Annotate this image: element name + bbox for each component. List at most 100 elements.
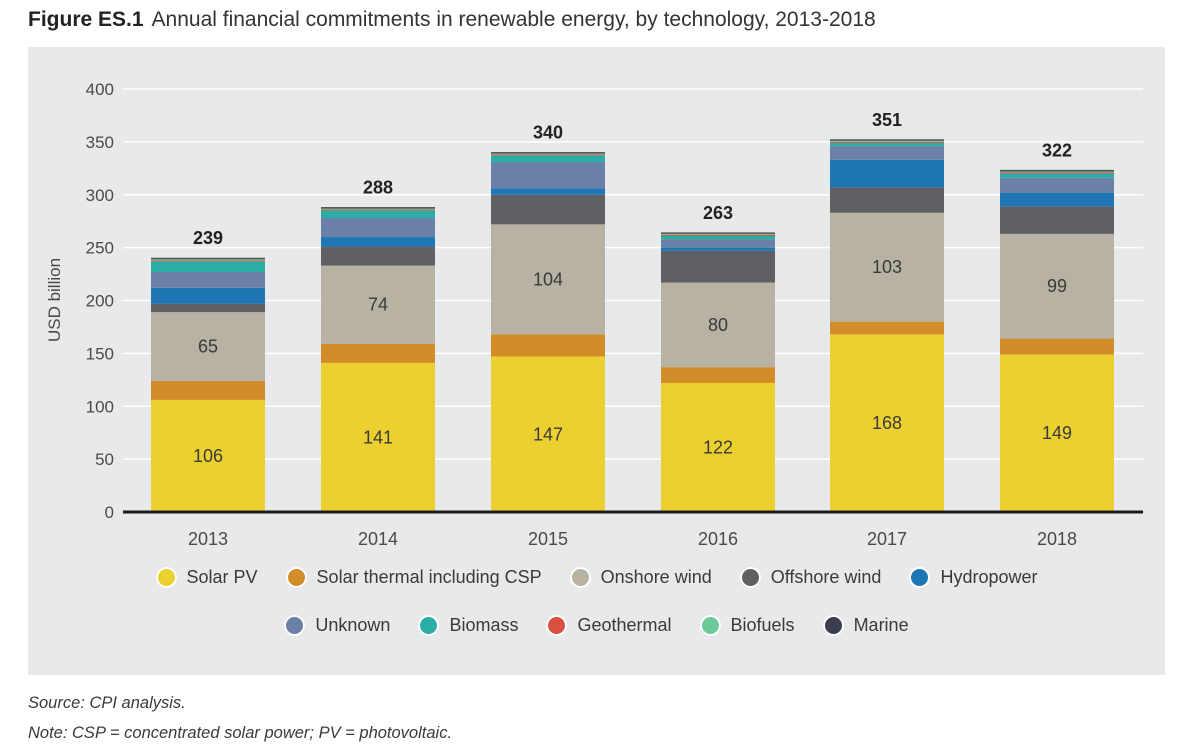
x-tick-label: 2013 bbox=[188, 529, 228, 547]
legend-label: Geothermal bbox=[577, 615, 672, 635]
legend-label: Hydropower bbox=[940, 567, 1038, 587]
x-tick-label: 2017 bbox=[867, 529, 907, 547]
bar-segment-geothermal bbox=[661, 234, 775, 236]
bar-segment-solar-pv bbox=[830, 334, 944, 512]
bar-segment-marine bbox=[151, 258, 265, 260]
data-label: 147 bbox=[533, 424, 563, 444]
figure-title: Figure ES.1 Annual financial commitments … bbox=[28, 8, 876, 32]
bar-segment-biomass bbox=[491, 155, 605, 162]
legend-item: Biofuels bbox=[699, 615, 795, 636]
y-tick-label: 400 bbox=[86, 80, 114, 99]
data-label: 74 bbox=[368, 295, 388, 315]
legend-swatch bbox=[284, 615, 306, 636]
abbreviation-note: Note: CSP = concentrated solar power; PV… bbox=[28, 724, 453, 742]
total-label: 263 bbox=[703, 203, 733, 223]
bar-segment-geothermal bbox=[1000, 172, 1114, 174]
data-label: 80 bbox=[708, 315, 728, 335]
figure-title-text: Annual financial commitments in renewabl… bbox=[151, 8, 876, 31]
bar-segment-biomass bbox=[661, 235, 775, 240]
bar-segment-unknown bbox=[1000, 177, 1114, 193]
legend-item: Hydropower bbox=[909, 567, 1038, 588]
bar-segment-geothermal bbox=[321, 209, 435, 211]
bar-segment-biofuels bbox=[151, 259, 265, 261]
legend-item: Biomass bbox=[418, 615, 518, 636]
stacked-bar-chart: 0 50 100 150 200 250 300 350 400 USD billion 106 65… bbox=[45, 80, 1143, 547]
legend-label: Marine bbox=[853, 615, 909, 635]
bar-segment-hydropower bbox=[151, 287, 265, 304]
bar-segment-offshore-wind bbox=[661, 250, 775, 283]
bar-segment-solar-pv bbox=[491, 356, 605, 512]
total-label: 239 bbox=[193, 228, 223, 248]
legend-item: Offshore wind bbox=[739, 567, 881, 588]
legend-label: Biomass bbox=[449, 615, 519, 635]
legend-item: Solar thermal including CSP bbox=[285, 567, 542, 588]
bar-segment-biomass bbox=[830, 142, 944, 147]
bar-segment-biofuels bbox=[491, 153, 605, 155]
bar-segment-solar-thermal-including-csp bbox=[830, 321, 944, 335]
bar-segment-solar-thermal-including-csp bbox=[661, 367, 775, 383]
bar-segment-biofuels bbox=[830, 140, 944, 142]
y-tick-label: 350 bbox=[86, 133, 114, 152]
x-tick-label: 2016 bbox=[698, 529, 738, 547]
legend-item: Geothermal bbox=[546, 615, 672, 636]
bar-segment-solar-thermal-including-csp bbox=[321, 343, 435, 363]
bar-segment-marine bbox=[661, 232, 775, 234]
legend-item: Unknown bbox=[284, 615, 390, 636]
bar-segment-unknown bbox=[151, 271, 265, 288]
bar-segment-hydropower bbox=[1000, 192, 1114, 207]
data-label: 99 bbox=[1047, 276, 1067, 296]
x-tick-label: 2018 bbox=[1037, 529, 1077, 547]
bar-segment-onshore-wind bbox=[321, 265, 435, 344]
legend-swatch bbox=[909, 567, 931, 588]
bar-segment-geothermal bbox=[830, 141, 944, 143]
bar-segment-solar-thermal-including-csp bbox=[491, 334, 605, 357]
legend-item: Onshore wind bbox=[569, 567, 712, 588]
source-note: Source: CPI analysis. bbox=[28, 694, 186, 712]
y-tick-label: 50 bbox=[95, 450, 114, 469]
bar-segment-biomass bbox=[151, 261, 265, 272]
legend-item: Marine bbox=[822, 615, 909, 636]
y-axis-label: USD billion bbox=[45, 258, 64, 342]
bar-segment-hydropower bbox=[491, 188, 605, 195]
bar-segment-unknown bbox=[491, 161, 605, 189]
legend-label: Biofuels bbox=[730, 615, 795, 635]
bar-segment-unknown bbox=[661, 239, 775, 248]
bar-segment-onshore-wind bbox=[830, 212, 944, 322]
bar-segment-offshore-wind bbox=[151, 303, 265, 313]
bar-segment-biofuels bbox=[1000, 171, 1114, 173]
bar-segment-marine bbox=[830, 139, 944, 141]
legend-label: Solar PV bbox=[186, 567, 258, 587]
bar-segment-geothermal bbox=[491, 154, 605, 156]
y-tick-label: 0 bbox=[105, 503, 114, 522]
data-label: 168 bbox=[872, 413, 902, 433]
legend-label: Solar thermal including CSP bbox=[316, 567, 542, 587]
bar-segment-offshore-wind bbox=[321, 246, 435, 266]
bar-segment-biomass bbox=[1000, 173, 1114, 178]
bar-segment-hydropower bbox=[830, 159, 944, 188]
data-label: 103 bbox=[872, 257, 902, 277]
y-tick-label: 300 bbox=[86, 186, 114, 205]
figure-label: Figure ES.1 bbox=[28, 8, 144, 31]
chart-panel: 0 50 100 150 200 250 300 350 400 USD billion 106 65… bbox=[28, 47, 1165, 675]
legend-swatch bbox=[546, 615, 568, 636]
bar-segment-solar-thermal-including-csp bbox=[1000, 338, 1114, 355]
data-label: 149 bbox=[1042, 423, 1072, 443]
bar-segment-biofuels bbox=[321, 208, 435, 210]
total-label: 351 bbox=[872, 110, 902, 130]
y-tick-label: 100 bbox=[86, 397, 114, 416]
legend-item: Solar PV bbox=[155, 567, 258, 588]
bar-segment-marine bbox=[491, 152, 605, 154]
data-label: 141 bbox=[363, 427, 393, 447]
bar-segment-biomass bbox=[321, 210, 435, 219]
x-tick-label: 2014 bbox=[358, 529, 398, 547]
bar-segment-marine bbox=[321, 207, 435, 209]
legend-swatch bbox=[569, 567, 591, 588]
x-tick-label: 2015 bbox=[528, 529, 568, 547]
legend-swatch bbox=[285, 567, 307, 588]
legend-swatch bbox=[699, 615, 721, 636]
bar-segment-biofuels bbox=[661, 233, 775, 235]
bar-segment-onshore-wind bbox=[151, 312, 265, 381]
bar-segment-solar-pv bbox=[321, 362, 435, 512]
legend-label: Onshore wind bbox=[600, 567, 712, 587]
legend-swatch bbox=[155, 567, 177, 588]
